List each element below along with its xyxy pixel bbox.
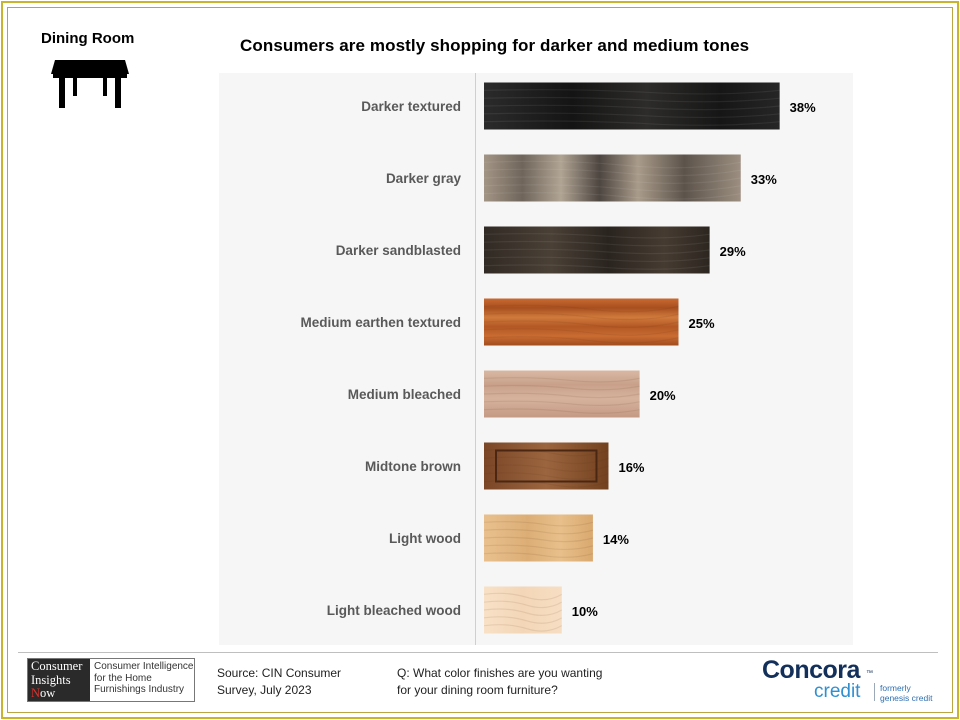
wood-grain	[483, 464, 609, 472]
wood-grain	[483, 312, 679, 321]
bar-chart: Darker textured Darker gray Darker sandbla…	[300, 82, 816, 634]
bar	[484, 586, 562, 634]
wood-grain	[483, 248, 710, 255]
value-label: 29%	[720, 244, 746, 259]
bar	[484, 82, 780, 130]
wood-grain	[483, 608, 563, 616]
bar	[484, 370, 640, 418]
bar-midtone-brown	[483, 442, 609, 490]
category-label: Darker gray	[386, 171, 462, 186]
wood-grain	[483, 89, 780, 95]
bar-medium-bleached	[483, 370, 640, 418]
bar-medium-earthen-textured	[483, 298, 679, 346]
wood-grain	[483, 448, 609, 457]
footer-divider	[18, 652, 938, 653]
wood-grain	[483, 96, 780, 103]
wood-grain	[483, 408, 640, 414]
category-label: Medium bleached	[348, 387, 461, 402]
cin-logo-mark: Consumer Insights Now	[28, 659, 90, 701]
wood-grain	[483, 104, 780, 111]
wood-grain	[483, 168, 741, 177]
wood-grain	[483, 400, 640, 407]
wood-grain	[483, 112, 780, 119]
wood-grain	[483, 536, 594, 543]
wood-grain	[483, 240, 710, 247]
value-label: 10%	[572, 604, 598, 619]
brand-separator	[874, 683, 875, 701]
wood-grain	[483, 184, 741, 192]
category-label: Darker textured	[361, 99, 461, 114]
wood-grain	[483, 552, 594, 558]
wood-grain	[483, 600, 563, 609]
cin-logo: Consumer Insights Now Consumer Intellige…	[27, 658, 195, 702]
formerly-note: formerly genesis credit	[880, 683, 933, 703]
wood-grain	[483, 528, 594, 535]
bar-darker-textured	[483, 82, 780, 130]
bar-light-wood	[483, 514, 594, 562]
chart-title: Consumers are mostly shopping for darker…	[240, 36, 750, 55]
wood-grain	[483, 120, 780, 126]
wood-grain	[483, 192, 741, 200]
inner-frame	[7, 7, 953, 713]
wood-grain	[483, 176, 741, 184]
wood-grain	[483, 392, 640, 399]
wood-grain	[483, 233, 710, 239]
trademark: ™	[866, 670, 873, 677]
wood-grain	[483, 456, 609, 465]
concora-credit-word: credit	[814, 681, 861, 702]
wood-grain	[483, 336, 679, 344]
value-label: 14%	[603, 532, 629, 547]
cin-tagline: Consumer Intelligence for the Home Furni…	[94, 661, 194, 695]
wood-grain	[483, 521, 594, 527]
concora-credit-logo: Concora ™ credit formerly genesis credit	[762, 656, 940, 704]
category-label: Midtone brown	[365, 459, 461, 474]
panel-inset	[495, 449, 598, 483]
wood-grain	[483, 592, 563, 601]
table-icon	[51, 60, 129, 108]
value-label: 25%	[689, 316, 715, 331]
value-label: 16%	[618, 460, 644, 475]
wood-grain	[483, 544, 594, 551]
bar	[484, 226, 710, 274]
wood-grain	[483, 384, 640, 391]
concora-wordmark: Concora	[762, 656, 860, 684]
wood-grain	[483, 377, 640, 383]
section-title: Dining Room	[41, 30, 135, 47]
category-label: Light bleached wood	[327, 603, 461, 618]
wood-grain	[483, 472, 609, 480]
category-label: Medium earthen textured	[300, 315, 461, 330]
wood-grain	[483, 304, 679, 313]
wood-grain	[483, 328, 679, 336]
bar	[484, 298, 679, 346]
wood-grain	[483, 320, 679, 328]
bar-darker-sandblasted	[483, 226, 710, 274]
category-axis-line	[475, 73, 476, 645]
wood-grain	[483, 264, 710, 270]
value-label: 20%	[650, 388, 676, 403]
bar-darker-gray	[483, 154, 741, 202]
value-label: 38%	[790, 100, 816, 115]
bar-light-bleached-wood	[483, 586, 563, 634]
category-label: Darker sandblasted	[336, 243, 461, 258]
survey-question: Q: What color finishes are you wanting f…	[397, 666, 603, 697]
bar	[484, 514, 593, 562]
wood-grain	[483, 256, 710, 263]
category-label: Light wood	[389, 531, 461, 546]
source-note: Source: CIN Consumer Survey, July 2023	[217, 666, 342, 697]
wood-grain	[483, 616, 563, 624]
wood-grain	[483, 624, 563, 632]
wood-grain	[483, 160, 741, 169]
value-label: 33%	[751, 172, 777, 187]
bar	[484, 154, 741, 202]
